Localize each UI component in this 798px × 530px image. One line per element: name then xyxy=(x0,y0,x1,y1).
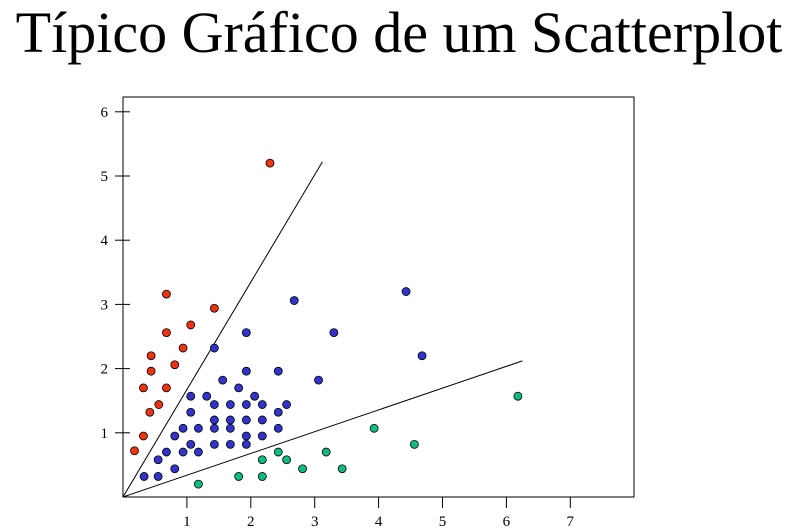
data-point xyxy=(170,360,180,370)
data-point xyxy=(194,447,203,457)
data-point xyxy=(178,423,188,433)
data-point xyxy=(153,472,163,481)
x-tick-label: 7 xyxy=(567,514,575,530)
data-point xyxy=(241,439,251,449)
y-tick-label: 4 xyxy=(101,233,109,249)
data-point xyxy=(257,400,267,409)
y-tick-label: 2 xyxy=(101,362,109,378)
x-tick-label: 6 xyxy=(503,514,511,530)
data-point xyxy=(154,400,164,409)
data-point xyxy=(225,423,235,433)
data-point xyxy=(289,296,299,305)
plot-frame xyxy=(122,96,635,498)
reference-line xyxy=(122,161,323,498)
data-points xyxy=(130,158,523,489)
data-point xyxy=(273,366,283,376)
data-point xyxy=(257,472,267,481)
data-point xyxy=(170,431,180,441)
data-point xyxy=(146,351,156,361)
data-point xyxy=(209,343,219,353)
data-point xyxy=(178,447,188,457)
x-tick-label: 5 xyxy=(439,514,447,530)
data-point xyxy=(146,366,156,376)
data-point xyxy=(369,423,379,433)
data-point xyxy=(139,431,148,441)
data-point xyxy=(218,375,228,385)
data-point xyxy=(178,343,188,353)
data-point xyxy=(145,407,155,417)
data-point xyxy=(257,415,267,425)
data-point xyxy=(209,303,219,313)
data-point xyxy=(153,455,163,465)
data-point xyxy=(409,439,419,449)
reference-lines xyxy=(122,161,523,498)
data-point xyxy=(241,431,251,441)
data-point xyxy=(202,391,212,401)
x-tick-label: 2 xyxy=(247,514,255,530)
data-point xyxy=(162,328,171,338)
data-point xyxy=(209,439,219,449)
data-point xyxy=(417,351,427,361)
data-point xyxy=(186,391,196,401)
data-point xyxy=(209,415,219,425)
data-point xyxy=(234,472,244,481)
reference-line xyxy=(122,360,523,498)
data-point xyxy=(225,439,235,449)
data-point xyxy=(225,415,235,425)
data-point xyxy=(273,447,283,457)
data-point xyxy=(225,400,235,409)
data-point xyxy=(241,400,251,409)
data-point xyxy=(265,158,275,168)
data-point xyxy=(194,423,203,433)
data-point xyxy=(209,423,219,433)
data-point xyxy=(241,366,251,376)
data-point xyxy=(273,423,283,433)
data-point xyxy=(162,383,171,393)
data-point xyxy=(282,400,291,409)
data-point xyxy=(273,407,283,417)
data-point xyxy=(186,320,196,330)
x-tick-label: 3 xyxy=(311,514,319,530)
data-point xyxy=(139,472,149,481)
data-point xyxy=(257,455,267,465)
data-point xyxy=(250,391,260,401)
data-point xyxy=(314,375,323,385)
data-point xyxy=(186,439,196,449)
x-tick-label: 1 xyxy=(183,514,191,530)
data-point xyxy=(194,479,203,489)
data-point xyxy=(139,383,148,393)
data-point xyxy=(282,455,291,465)
data-point xyxy=(170,464,180,474)
data-point xyxy=(321,447,331,457)
chart-title: Típico Gráfico de um Scatterplot xyxy=(15,0,783,65)
y-tick-label: 5 xyxy=(101,169,109,185)
data-point xyxy=(329,328,339,338)
data-point xyxy=(162,289,171,299)
data-point xyxy=(257,431,267,441)
data-point xyxy=(186,407,196,417)
data-point xyxy=(209,400,219,409)
data-point xyxy=(241,328,251,338)
axes: 1 2 3 4 5 6 7 1 2 3 4 5 6 xyxy=(101,105,575,530)
data-point xyxy=(298,464,307,474)
y-tick-label: 3 xyxy=(101,297,109,313)
data-point xyxy=(130,446,139,456)
data-point xyxy=(513,391,523,401)
data-point xyxy=(241,415,251,425)
y-tick-label: 1 xyxy=(101,426,109,442)
y-tick-label: 6 xyxy=(101,105,109,121)
x-tick-label: 4 xyxy=(375,514,383,530)
data-point xyxy=(337,464,347,474)
data-point xyxy=(234,383,244,393)
data-point xyxy=(162,447,171,457)
data-point xyxy=(401,287,411,296)
